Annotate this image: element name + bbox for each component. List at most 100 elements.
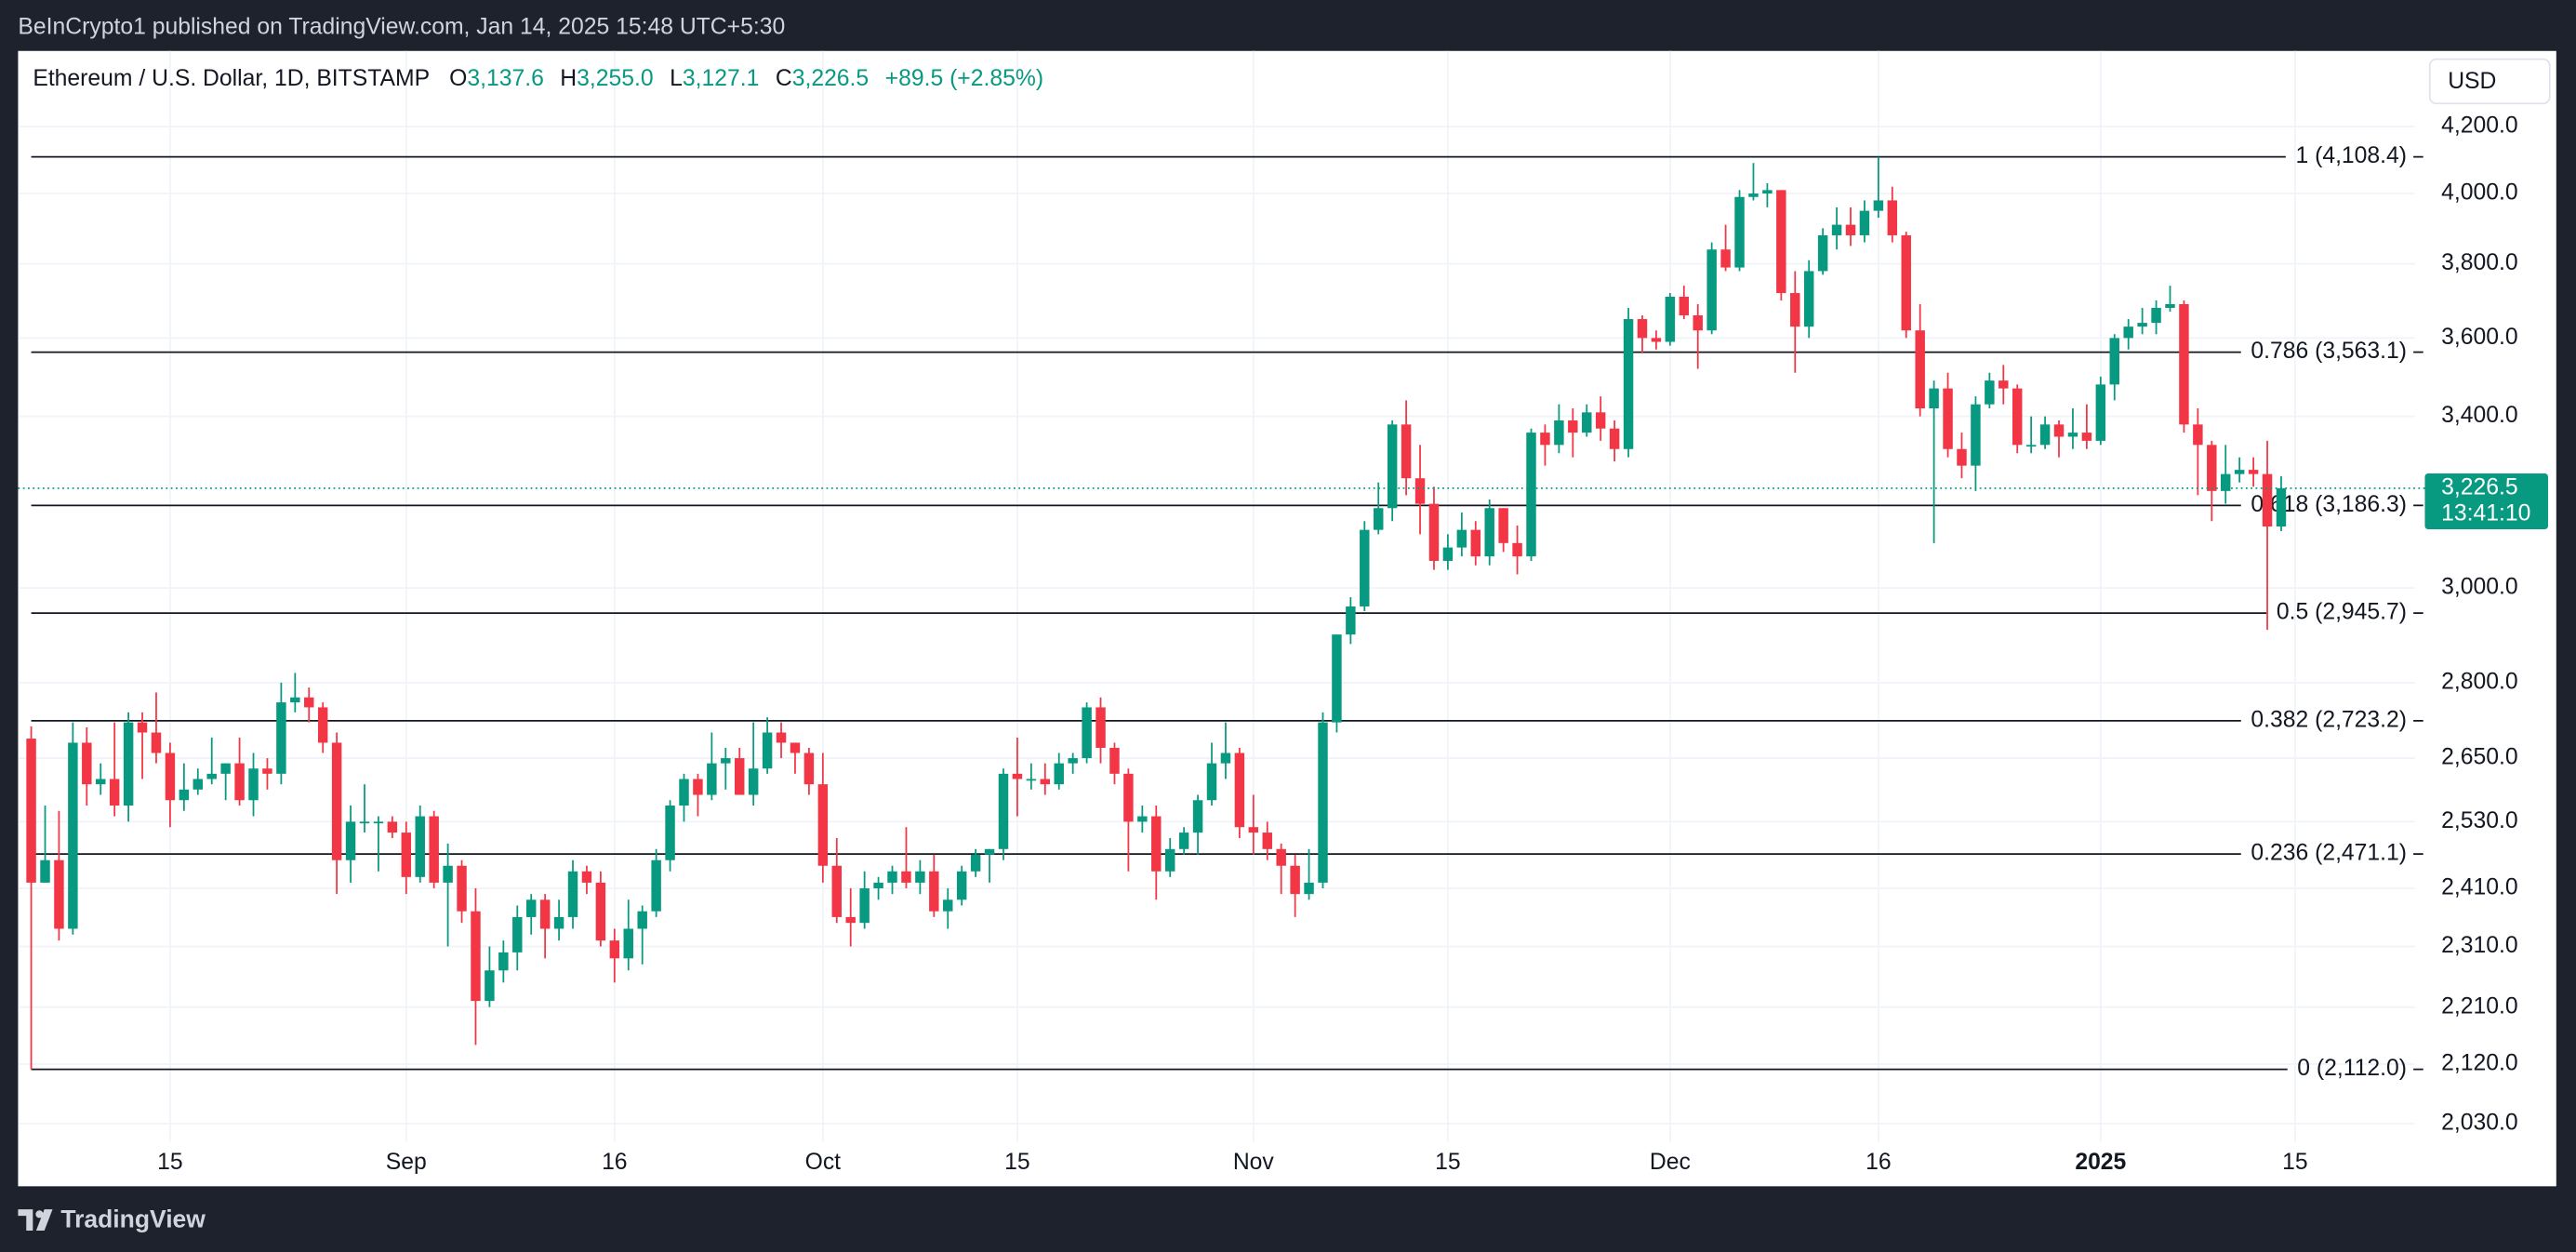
candle-body bbox=[873, 882, 883, 889]
currency-button[interactable]: USD bbox=[2428, 58, 2551, 105]
candle-body bbox=[345, 821, 356, 860]
candle-body bbox=[1360, 529, 1370, 606]
currency-box[interactable] bbox=[2428, 58, 2551, 105]
candle-body bbox=[553, 916, 564, 929]
currency-label[interactable]: USD bbox=[2448, 69, 2496, 94]
candle-body bbox=[1109, 747, 1120, 774]
candle-body bbox=[2137, 323, 2147, 327]
candle-body bbox=[1512, 542, 1522, 557]
candle-body bbox=[943, 899, 953, 912]
candle-body bbox=[1720, 249, 1731, 268]
chart-area bbox=[18, 50, 2556, 1187]
candle-body bbox=[1470, 529, 1481, 557]
candle-body bbox=[2276, 487, 2287, 527]
candle-body bbox=[1387, 424, 1398, 509]
candle-body bbox=[82, 742, 92, 785]
candle-body bbox=[179, 789, 190, 801]
candle-body bbox=[1957, 448, 1967, 466]
candle-body bbox=[1095, 707, 1106, 748]
candle-body bbox=[1290, 865, 1300, 895]
candle-body bbox=[1971, 404, 1981, 466]
legend: Ethereum / U.S. Dollar, 1D, BITSTAMP O3,… bbox=[33, 65, 1043, 90]
candle-body bbox=[2207, 445, 2217, 491]
candle-body bbox=[1693, 315, 1703, 331]
candle-body bbox=[1817, 234, 1828, 272]
candle-body bbox=[595, 882, 606, 941]
x-tick-label: 16 bbox=[1866, 1150, 1892, 1175]
candle-body bbox=[845, 916, 856, 924]
candle-body bbox=[2165, 303, 2175, 308]
candle-body bbox=[290, 697, 300, 703]
candle-body bbox=[220, 763, 231, 774]
candle-body bbox=[984, 848, 995, 855]
candle-body bbox=[2193, 424, 2203, 446]
footer-brand: TradingView bbox=[60, 1205, 206, 1232]
candle-body bbox=[539, 899, 551, 929]
candle-body bbox=[2025, 445, 2037, 447]
candle-body bbox=[276, 702, 286, 774]
candle-body bbox=[2248, 470, 2259, 474]
candle-body bbox=[1845, 224, 1856, 235]
y-tick-label: 4,200.0 bbox=[2441, 113, 2517, 139]
candle-body bbox=[1943, 388, 1953, 449]
candle-body bbox=[956, 871, 967, 900]
candle-body bbox=[817, 784, 829, 866]
candle-body bbox=[248, 768, 259, 801]
candle-body bbox=[429, 816, 439, 883]
candle-body bbox=[1442, 547, 1454, 561]
candle-body bbox=[1456, 529, 1467, 548]
candle-body bbox=[1428, 503, 1440, 561]
candle-body bbox=[387, 821, 398, 833]
symbol: Ethereum / U.S. Dollar, 1D, BITSTAMP bbox=[33, 65, 430, 90]
y-tick-label: 2,030.0 bbox=[2441, 1111, 2517, 1136]
candle-body bbox=[1985, 380, 1995, 405]
y-tick-label: 2,310.0 bbox=[2441, 933, 2517, 958]
fib-label: 0 (2,112.0) bbox=[2297, 1056, 2407, 1081]
candle-body bbox=[2123, 326, 2133, 339]
candle-body bbox=[1164, 848, 1175, 872]
candle-body bbox=[776, 732, 787, 743]
candle-body bbox=[915, 871, 925, 883]
candle-body bbox=[735, 758, 745, 795]
candle-body bbox=[1623, 319, 1634, 449]
price-tag bbox=[2424, 473, 2548, 530]
candle-body bbox=[1414, 478, 1426, 504]
fib-label: 0.5 (2,945.7) bbox=[2277, 600, 2407, 625]
fib-label: 0.236 (2,471.1) bbox=[2251, 841, 2407, 866]
candles bbox=[18, 156, 2425, 1070]
candle-body bbox=[1915, 330, 1925, 409]
candle-body bbox=[1248, 827, 1259, 833]
candle-body bbox=[1220, 753, 1231, 764]
candle-body bbox=[1803, 271, 1814, 327]
candle-body bbox=[165, 753, 176, 801]
candle-body bbox=[651, 859, 661, 912]
candle-body bbox=[707, 763, 717, 795]
candle-body bbox=[2262, 473, 2273, 527]
fib-label: 0.786 (3,563.1) bbox=[2251, 339, 2407, 364]
candle-body bbox=[68, 742, 78, 929]
candle-body bbox=[1068, 758, 1078, 764]
candle-body bbox=[887, 871, 897, 883]
candle-body bbox=[679, 779, 689, 806]
candle-body bbox=[1582, 412, 1592, 433]
candle-body bbox=[415, 816, 425, 877]
candle-body bbox=[1568, 420, 1578, 433]
publish-info: BeInCrypto1 published on TradingView.com… bbox=[18, 15, 785, 40]
candle-body bbox=[859, 888, 870, 924]
fib-label: 1 (4,108.4) bbox=[2295, 143, 2407, 168]
candle-body bbox=[1776, 190, 1786, 294]
candle-body bbox=[831, 865, 843, 917]
candle-body bbox=[40, 859, 50, 883]
candle-body bbox=[970, 854, 981, 872]
candle-body bbox=[1734, 196, 1745, 268]
candle-body bbox=[1401, 424, 1412, 479]
candle-body bbox=[1318, 722, 1328, 883]
candle-body bbox=[803, 753, 815, 785]
candle-body bbox=[1373, 508, 1384, 530]
candle-body bbox=[331, 742, 342, 860]
x-tick-label: 15 bbox=[1004, 1150, 1030, 1175]
candle-body bbox=[1012, 773, 1023, 779]
c-key: C bbox=[776, 65, 792, 90]
candle-body bbox=[1498, 508, 1508, 543]
